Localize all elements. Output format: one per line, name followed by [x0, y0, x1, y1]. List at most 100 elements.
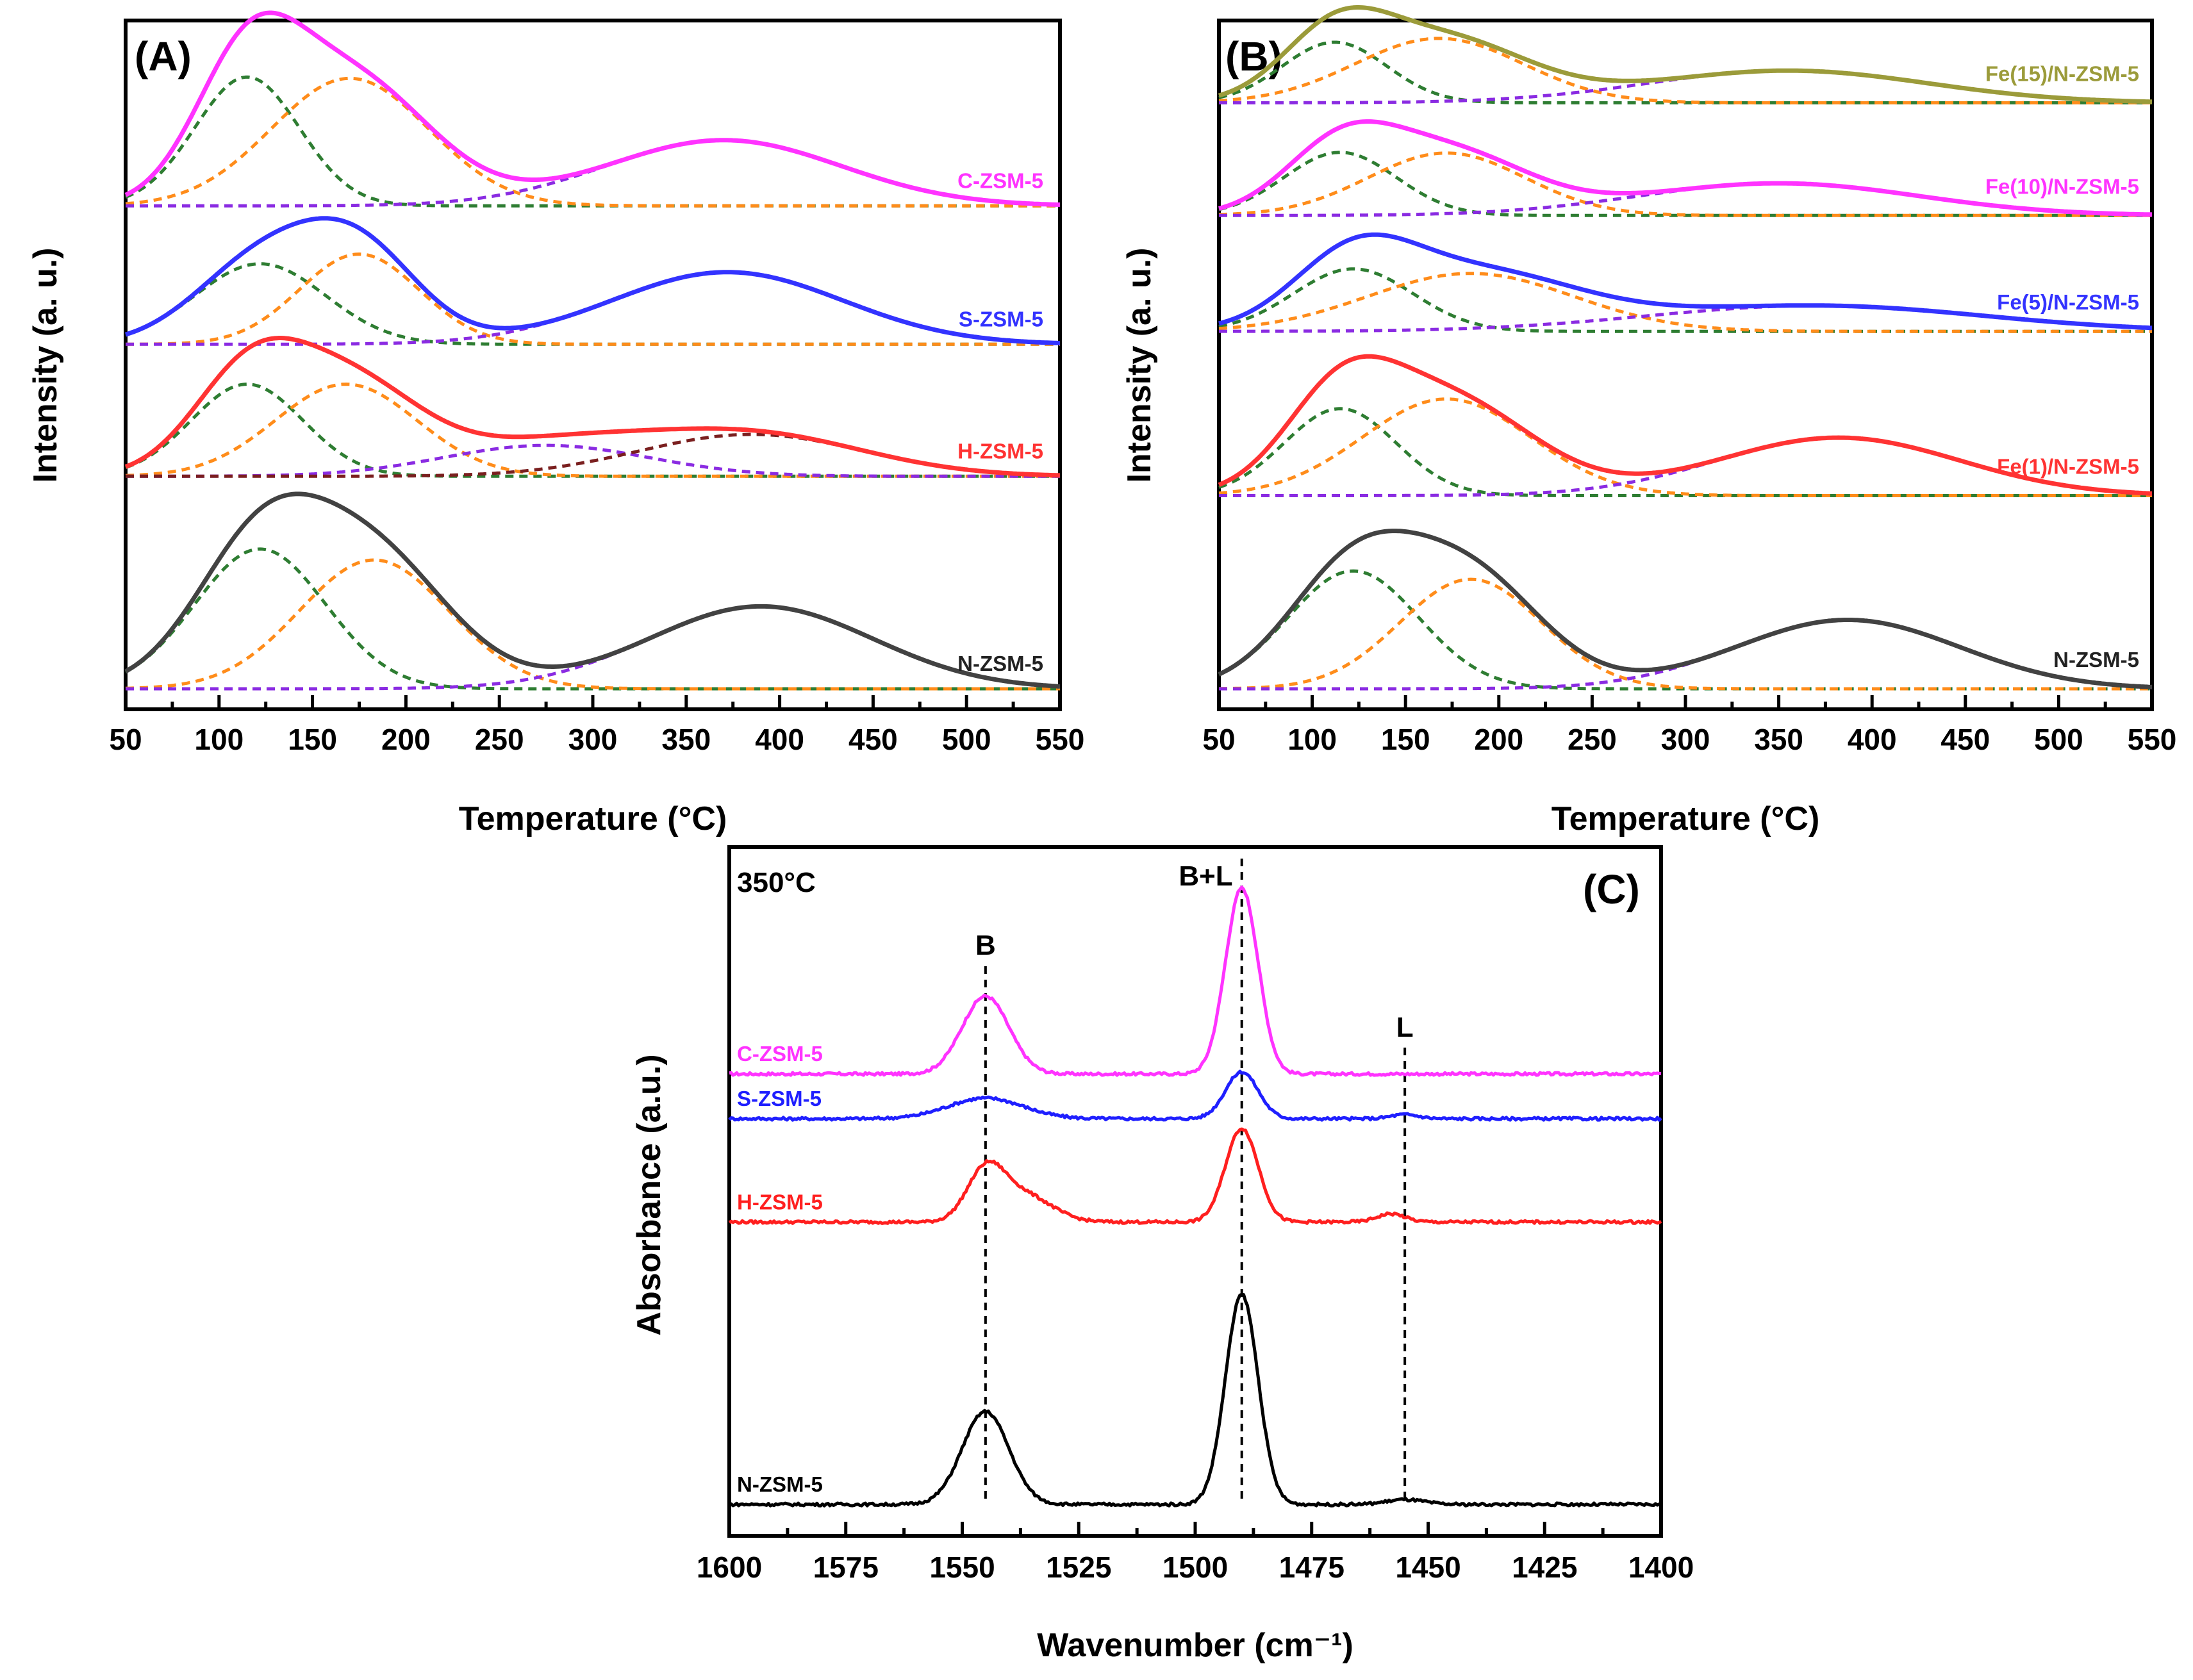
c-band-label-b: B — [975, 930, 996, 961]
a-series-c-zsm-5-label: C-ZSM-5 — [957, 169, 1043, 192]
panel-c-letter: (C) — [1583, 866, 1640, 912]
panel-a-x-axis: 50 100 150 200 250 300 350 400 450 500 550 — [109, 695, 1084, 756]
b-series-fe-1-n-zsm-5-component-peak-0 — [1218, 407, 2152, 497]
panel-c-curves: C-ZSM-5 S-ZSM-5 H-ZSM-5 N-ZSM-5 — [728, 885, 1662, 1508]
a-series-n-zsm-5-component-peak-1 — [125, 558, 1060, 691]
b-x-tick-label-500: 500 — [2034, 723, 2083, 756]
panel-b-curves: Fe(15)/N-ZSM-5 Fe(10)/N-ZSM-5 Fe(5)/N-ZSM-… — [1218, 5, 2153, 691]
c-band-label-l: L — [1396, 1012, 1414, 1043]
panel-a-curves: C-ZSM-5 S-ZSM-5 H-ZSM-5 N-ZSM-5 — [124, 10, 1061, 691]
panel-c: (C) 350°C B B+L L C-ZSM-5 S-ZSM-5 H-ZSM-5 N-Z… — [631, 845, 1694, 1664]
b-series-fe-10-n-zsm-5-label: Fe(10)/N-ZSM-5 — [1985, 174, 2139, 198]
a-x-tick-label-550: 550 — [1036, 723, 1085, 756]
a-series-c-zsm-5-component-peak-1 — [125, 76, 1060, 208]
b-series-fe-5-n-zsm-5-label: Fe(5)/N-ZSM-5 — [1997, 290, 2139, 314]
a-x-tick-label-100: 100 — [194, 723, 244, 756]
a-series-n-zsm-5-label: N-ZSM-5 — [957, 652, 1043, 675]
a-series-h-zsm-5-component-peak-3 — [126, 432, 1061, 478]
panel-b: (B) Fe(15)/N-ZSM-5Fe(10)/N-ZSM-5Fe(5)/N-… — [1121, 5, 2176, 837]
c-series-s-zsm-5-line — [728, 1069, 1662, 1122]
panel-c-frame — [727, 845, 1663, 1538]
a-x-tick-label-150: 150 — [288, 723, 337, 756]
panel-a: (A) C-ZSM-5 S-ZSM-5 H-ZSM-5 N-ZSM-5 50 100 15… — [27, 10, 1084, 837]
panel-c-temperature-annotation: 350°C — [737, 867, 816, 898]
c-band-label-b-l: B+L — [1179, 861, 1232, 892]
a-series-n-zsm-5-component-peak-0 — [124, 547, 1060, 691]
a-series-h-zsm-5-component-peak-1 — [125, 383, 1060, 478]
a-series-c-zsm-5-line — [124, 10, 1061, 207]
panel-c-x-axis-label: Wavenumber (cm⁻¹) — [1037, 1627, 1353, 1664]
c-series-n-zsm-5-line — [729, 1292, 1662, 1508]
b-x-tick-label-200: 200 — [1474, 723, 1523, 756]
a-series-s-zsm-5-label: S-ZSM-5 — [959, 307, 1043, 331]
b-series-n-zsm-5-component-peak-1 — [1219, 577, 2152, 691]
b-x-tick-label-300: 300 — [1661, 723, 1710, 756]
b-series-n-zsm-5-component-peak-0 — [1218, 569, 2152, 691]
c-series-c-zsm-5-label: C-ZSM-5 — [737, 1042, 823, 1066]
b-series-fe-10-n-zsm-5-component-peak-1 — [1218, 151, 2152, 217]
b-x-tick-label-50: 50 — [1202, 723, 1235, 756]
c-x-tick-label-1575: 1575 — [813, 1551, 879, 1584]
c-x-tick-label-1475: 1475 — [1279, 1551, 1345, 1584]
panel-b-x-axis: 50 100 150 200 250 300 350 400 450 500 550 — [1202, 695, 2176, 756]
b-series-fe-15-n-zsm-5-component-peak-1 — [1218, 37, 2152, 104]
c-series-s-zsm-5-label: S-ZSM-5 — [737, 1087, 822, 1110]
c-x-tick-label-1400: 1400 — [1628, 1551, 1694, 1584]
b-series-fe-1-n-zsm-5-label: Fe(1)/N-ZSM-5 — [1997, 455, 2139, 479]
c-x-tick-label-1425: 1425 — [1512, 1551, 1577, 1584]
a-x-tick-label-250: 250 — [475, 723, 524, 756]
c-series-h-zsm-5-line — [728, 1127, 1662, 1225]
b-x-tick-label-450: 450 — [1941, 723, 1990, 756]
panel-a-x-axis-label: Temperature (°C) — [459, 800, 727, 837]
b-series-fe-15-n-zsm-5-line — [1218, 5, 2153, 104]
c-series-n-zsm-5-label: N-ZSM-5 — [737, 1472, 823, 1496]
a-series-c-zsm-5-component-peak-0 — [125, 75, 1060, 208]
c-series-h-zsm-5-label: H-ZSM-5 — [737, 1190, 823, 1214]
b-series-n-zsm-5-line — [1218, 529, 2153, 689]
panel-c-band-markers: B B+L L — [975, 859, 1414, 1503]
a-x-tick-label-500: 500 — [942, 723, 991, 756]
b-series-fe-10-n-zsm-5-component-peak-0 — [1218, 151, 2152, 217]
b-series-fe-1-n-zsm-5-line — [1218, 354, 2153, 496]
b-x-tick-label-400: 400 — [1848, 723, 1897, 756]
panel-c-x-axis: 1600 1575 1550 1525 1500 1475 1450 1425 1400 — [697, 1522, 1694, 1584]
a-series-s-zsm-5-component-peak-1 — [125, 252, 1060, 346]
panel-b-x-axis-label: Temperature (°C) — [1552, 800, 1820, 837]
c-x-tick-label-1550: 1550 — [929, 1551, 995, 1584]
panel-c-y-axis-label: Absorbance (a.u.) — [631, 1054, 668, 1335]
b-x-tick-label-250: 250 — [1568, 723, 1617, 756]
c-x-tick-label-1500: 1500 — [1163, 1551, 1228, 1584]
a-series-n-zsm-5-line — [124, 491, 1061, 689]
c-x-tick-label-1600: 1600 — [697, 1551, 762, 1584]
b-series-fe-15-n-zsm-5-label: Fe(15)/N-ZSM-5 — [1985, 62, 2139, 85]
a-x-tick-label-350: 350 — [661, 723, 711, 756]
a-x-tick-label-450: 450 — [848, 723, 898, 756]
b-series-fe-5-n-zsm-5-component-peak-1 — [1218, 272, 2152, 333]
b-series-fe-10-n-zsm-5-line — [1218, 119, 2153, 217]
panel-a-frame — [124, 19, 1062, 711]
c-x-tick-label-1450: 1450 — [1395, 1551, 1461, 1584]
panel-b-y-axis-label: Intensity (a. u.) — [1121, 248, 1158, 483]
a-series-h-zsm-5-label: H-ZSM-5 — [957, 439, 1043, 463]
b-x-tick-label-150: 150 — [1381, 723, 1430, 756]
a-x-tick-label-400: 400 — [755, 723, 804, 756]
a-series-h-zsm-5-line — [124, 336, 1061, 478]
b-x-tick-label-550: 550 — [2128, 723, 2177, 756]
a-x-tick-label-300: 300 — [568, 723, 618, 756]
a-series-s-zsm-5-line — [124, 216, 1061, 345]
b-x-tick-label-350: 350 — [1754, 723, 1803, 756]
a-x-tick-label-200: 200 — [381, 723, 431, 756]
b-series-n-zsm-5-component-peak-2 — [1219, 618, 2153, 691]
a-series-n-zsm-5-component-peak-2 — [126, 604, 1061, 691]
b-x-tick-label-100: 100 — [1287, 723, 1337, 756]
b-series-fe-5-n-zsm-5-line — [1218, 232, 2153, 331]
c-x-tick-label-1525: 1525 — [1046, 1551, 1111, 1584]
b-series-fe-1-n-zsm-5-component-peak-1 — [1218, 397, 2152, 497]
a-series-c-zsm-5-component-peak-2 — [126, 138, 1061, 208]
c-series-c-zsm-5-line — [729, 885, 1662, 1077]
panel-a-letter: (A) — [135, 33, 192, 79]
a-x-tick-label-50: 50 — [109, 723, 142, 756]
panel-a-y-axis-label: Intensity (a. u.) — [27, 248, 64, 483]
b-series-n-zsm-5-label: N-ZSM-5 — [2053, 648, 2139, 671]
